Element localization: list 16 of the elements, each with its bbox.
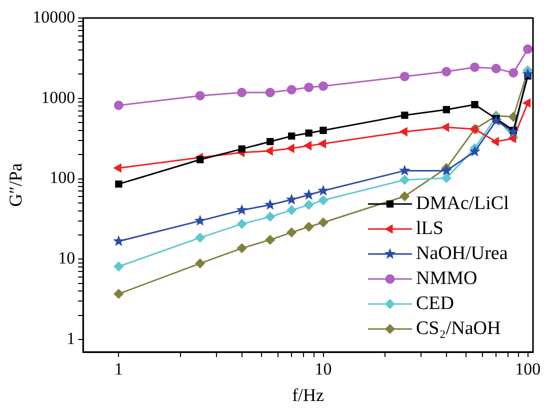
x-tick-label: 100: [515, 360, 541, 379]
legend-label: NaOH/Urea: [416, 242, 508, 264]
x-tick-label: 10: [314, 360, 332, 379]
y-tick-label: 10000: [32, 7, 76, 26]
legend-label: NMMO: [416, 268, 478, 289]
legend-label: CED: [416, 292, 454, 314]
y-tick-label: 1000: [41, 88, 76, 107]
y-tick-label: 1: [66, 329, 76, 348]
x-tick-label: 1: [114, 360, 123, 379]
y-axis-title: G″/Pa: [6, 163, 26, 207]
legend-label: CS₂/NaOH: [416, 318, 502, 339]
legend-label: lLS: [416, 218, 444, 239]
legend-label: DMAc/LiCl: [416, 192, 509, 214]
x-axis-title: f/Hz: [292, 384, 324, 405]
y-tick-label: 10: [58, 248, 76, 268]
y-tick-label: 100: [50, 168, 76, 188]
